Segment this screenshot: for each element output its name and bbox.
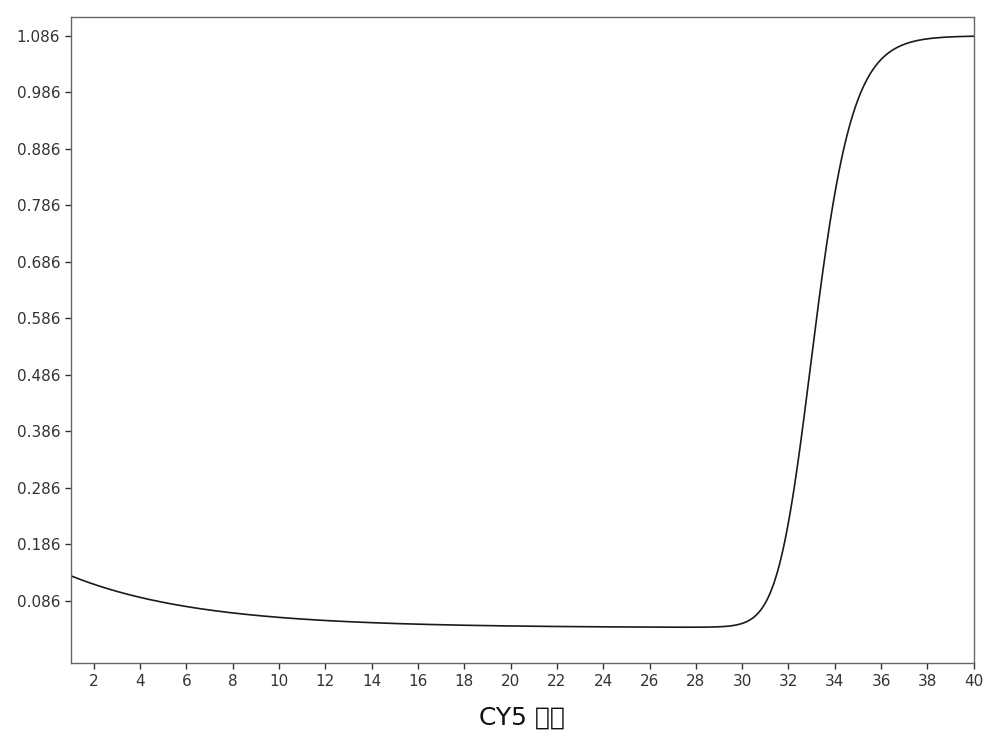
X-axis label: CY5 通道: CY5 通道 [479, 705, 565, 730]
